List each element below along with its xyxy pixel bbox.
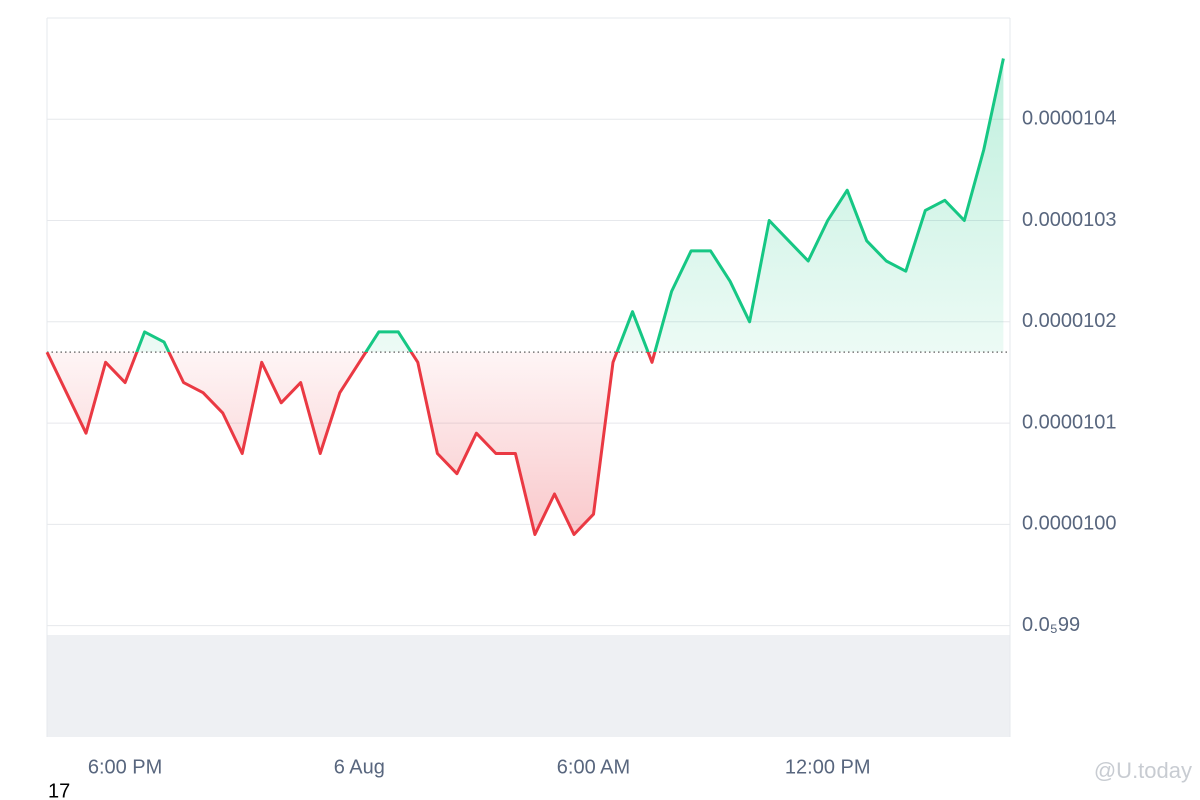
x-tick-label: 6:00 PM xyxy=(88,756,162,778)
y-tick-label: 0.0000103 xyxy=(1022,209,1117,231)
y-tick-label: 0.0000100 xyxy=(1022,513,1117,535)
corner-text: 17 xyxy=(48,780,70,800)
x-tick-label: 6 Aug xyxy=(334,756,385,778)
volume-area xyxy=(47,635,1010,737)
watermark: @U.today xyxy=(1094,758,1192,783)
price-line xyxy=(45,58,1005,536)
y-tick-label: 0.0₅99 xyxy=(1022,614,1080,636)
y-tick-label: 0.0000104 xyxy=(1022,108,1117,130)
x-tick-label: 6:00 AM xyxy=(557,756,630,778)
y-tick-label: 0.0000101 xyxy=(1022,411,1117,433)
y-tick-label: 0.0000102 xyxy=(1022,310,1117,332)
area-fill xyxy=(47,58,1004,535)
x-tick-label: 12:00 PM xyxy=(785,756,871,778)
